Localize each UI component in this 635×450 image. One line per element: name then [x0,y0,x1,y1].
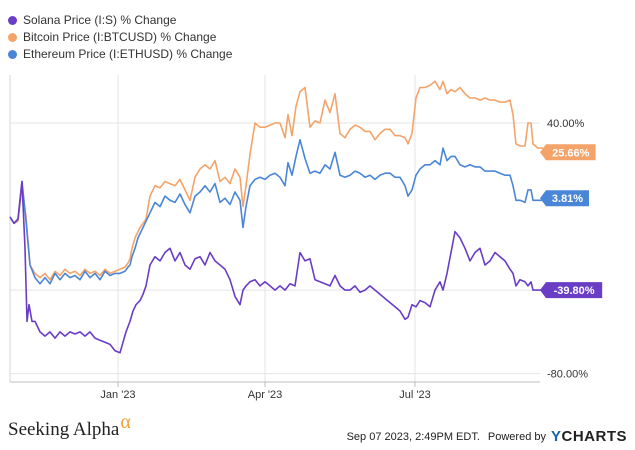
legend-item-solana[interactable]: Solana Price (I:S) % Change [8,12,232,29]
y-tick-label: -80.00% [547,369,588,381]
legend-label-bitcoin: Bitcoin Price (I:BTCUSD) % Change [23,30,217,44]
plot-background [10,75,540,382]
end-label-1: 3.81% [540,190,589,207]
legend-label-solana: Solana Price (I:S) % Change [23,13,177,27]
end-label-2: -39.80% [540,282,603,299]
end-label-badge [540,144,596,161]
legend-label-ethereum: Ethereum Price (I:ETHUSD) % Change [23,47,233,61]
ycharts-logo[interactable]: YCHARTS [551,428,627,445]
legend-dot-ethereum [8,50,17,59]
end-label-badge [540,190,589,207]
x-tick-label: Jul '23 [399,389,430,401]
ycharts-logo-y: Y [550,428,562,445]
x-tick-label: Apr '23 [248,389,283,401]
x-tick-labels: Jan '23 Apr '23 Jul '23 [100,389,430,401]
powered-by-text: Powered by [487,430,546,443]
alpha-icon: α [120,411,131,433]
series-line-0 [9,80,551,281]
legend-item-ethereum[interactable]: Ethereum Price (I:ETHUSD) % Change [8,46,232,63]
legend-dot-solana [8,16,17,25]
end-label-text: 25.66% [552,147,590,159]
legend-item-bitcoin[interactable]: Bitcoin Price (I:BTCUSD) % Change [8,29,232,46]
series-line-2 [9,180,550,354]
x-tick-label: Jan '23 [100,389,135,401]
legend-dot-bitcoin [8,33,17,42]
series-line-1 [9,138,550,285]
end-label-text: -39.80% [554,285,595,297]
ycharts-logo-rest: CHARTS [561,428,627,445]
y-tick-label: 40.00% [547,118,585,130]
end-label-text: 3.81% [552,193,583,205]
end-label-0: 25.66% [540,144,596,161]
end-label-badge [540,282,603,299]
timestamp: Sep 07 2023, 2:49PM EDT. [346,430,480,443]
seeking-alpha-text: Seeking Alpha [8,419,120,440]
end-value-labels: 25.66% 3.81% -39.80% [540,144,603,299]
footer-attribution: Sep 07 2023, 2:49PM EDT. Powered by YCHA… [347,428,627,445]
series-lines [9,80,551,354]
legend: Solana Price (I:S) % Change Bitcoin Pric… [8,12,232,63]
seeking-alpha-logo[interactable]: Seeking Alphaα [8,411,131,441]
footer: Seeking Alphaα Sep 07 2023, 2:49PM EDT. … [0,411,635,450]
